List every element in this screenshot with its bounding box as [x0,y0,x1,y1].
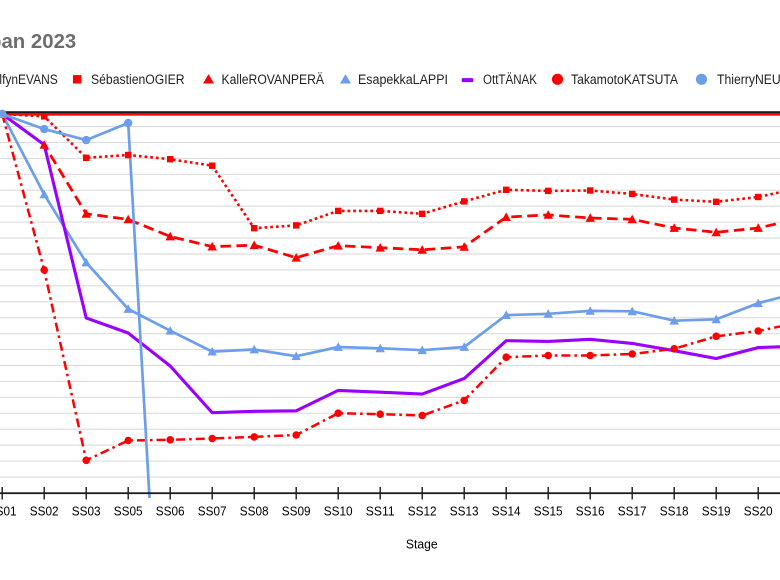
svg-text:SS13: SS13 [450,504,479,519]
svg-text:ElfynEVANS: ElfynEVANS [0,72,58,87]
svg-text:SS17: SS17 [618,504,647,519]
svg-text:SS11: SS11 [366,504,395,519]
svg-text:SS07: SS07 [198,504,227,519]
svg-text:SS02: SS02 [30,504,59,519]
svg-text:SS18: SS18 [660,504,689,519]
svg-text:SS05: SS05 [114,504,143,519]
svg-text:TakamotoKATSUTA: TakamotoKATSUTA [571,72,678,87]
svg-text:KalleROVANPERÄ: KalleROVANPERÄ [222,72,325,87]
svg-text:SS12: SS12 [408,504,437,519]
svg-text:SS03: SS03 [72,504,101,519]
svg-text:SS14: SS14 [492,504,521,519]
svg-text:pan 2023: pan 2023 [0,31,76,53]
svg-text:SébastienOGIER: SébastienOGIER [91,72,185,87]
svg-text:SS19: SS19 [702,504,731,519]
svg-text:SS06: SS06 [156,504,185,519]
svg-text:SS08: SS08 [240,504,269,519]
svg-text:SS20: SS20 [744,504,773,519]
svg-text:SS16: SS16 [576,504,605,519]
svg-text:ThierryNEUVILLE: ThierryNEUVILLE [717,72,780,87]
svg-text:SS15: SS15 [534,504,563,519]
svg-text:SS01: SS01 [0,504,17,519]
svg-text:Stage: Stage [406,536,438,551]
svg-text:SS10: SS10 [324,504,353,519]
svg-text:SS09: SS09 [282,504,311,519]
svg-text:EsapekkaLAPPI: EsapekkaLAPPI [358,72,448,87]
svg-text:OttTÄNAK: OttTÄNAK [483,72,537,87]
